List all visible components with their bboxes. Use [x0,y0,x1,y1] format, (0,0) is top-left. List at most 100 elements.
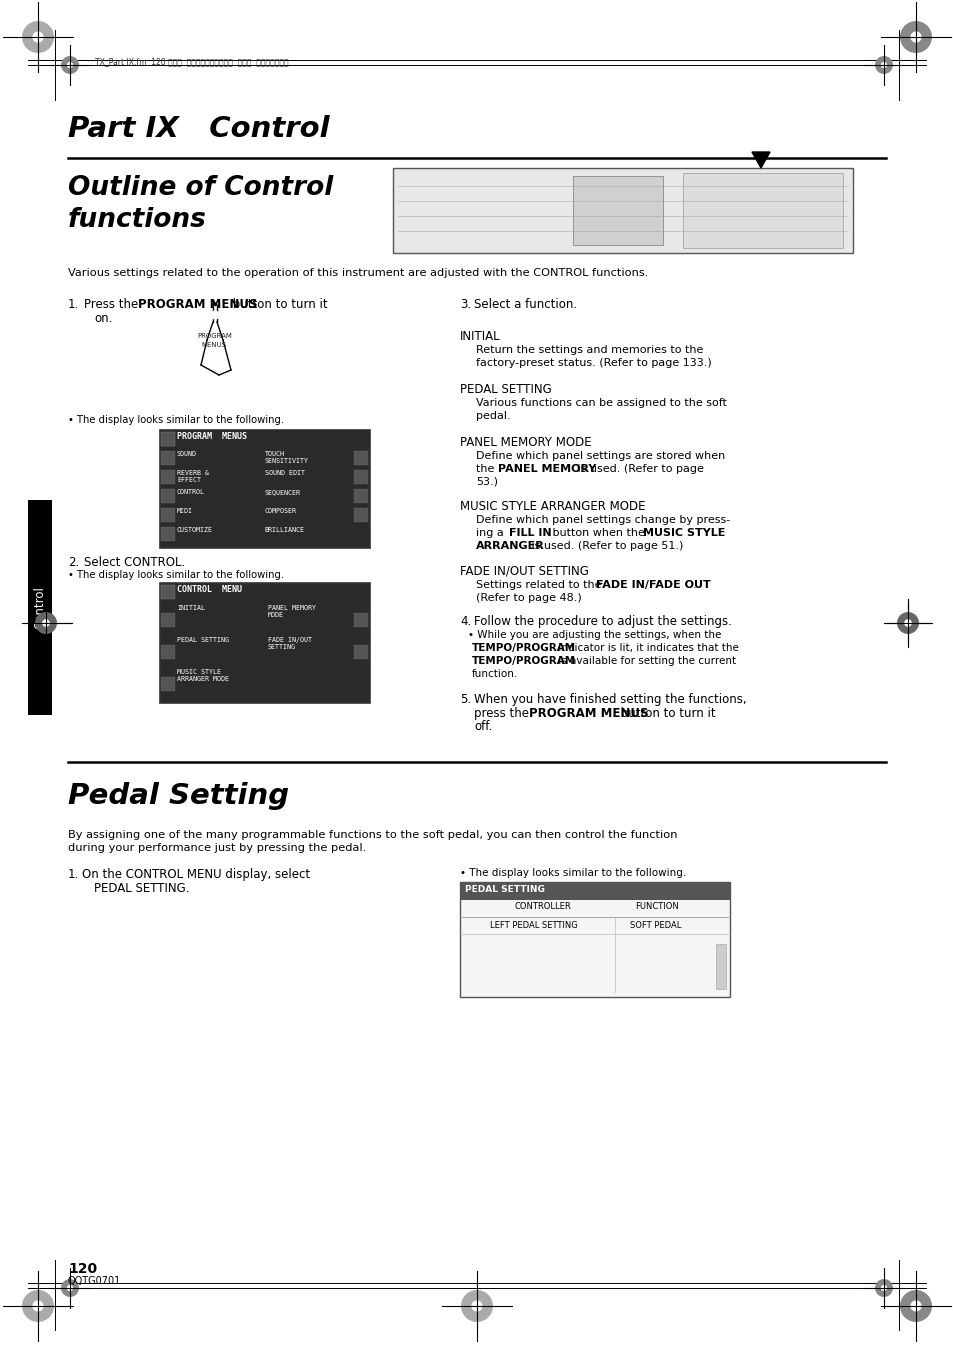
Text: • The display looks similar to the following.: • The display looks similar to the follo… [68,570,284,580]
Circle shape [61,55,79,74]
Bar [161,470,174,484]
Text: Control: Control [33,586,47,630]
Text: REVERB &
EFFECT: REVERB & EFFECT [177,470,209,484]
Text: PROGRAM  MENUS: PROGRAM MENUS [177,432,247,440]
Text: functions: functions [68,207,207,232]
Bar [354,470,368,484]
Text: on.: on. [94,312,112,326]
Bar [573,176,662,245]
Text: Various settings related to the operation of this instrument are adjusted with t: Various settings related to the operatio… [68,267,648,278]
Text: Follow the procedure to adjust the settings.: Follow the procedure to adjust the setti… [474,615,731,628]
Text: 53.): 53.) [476,477,497,486]
Text: BRILLIANCE: BRILLIANCE [265,527,305,534]
Text: CONTROL: CONTROL [177,489,205,494]
Circle shape [899,22,931,53]
Text: FADE IN/FADE OUT: FADE IN/FADE OUT [596,580,710,590]
Text: MIDI: MIDI [177,508,193,513]
Text: CONTROL  MENU: CONTROL MENU [177,585,242,594]
Text: CUSTOMIZE: CUSTOMIZE [177,527,213,534]
Circle shape [460,1290,493,1323]
Text: during your performance just by pressing the pedal.: during your performance just by pressing… [68,843,366,852]
Text: ing a: ing a [476,528,507,538]
Bar [161,644,174,659]
Text: PEDAL SETTING: PEDAL SETTING [464,885,544,894]
Circle shape [32,31,44,43]
Circle shape [903,619,911,627]
Circle shape [880,1285,886,1292]
Bar [716,944,725,989]
Bar [28,500,52,715]
Text: LEFT PEDAL SETTING: LEFT PEDAL SETTING [490,921,578,929]
Bar [161,451,174,465]
Bar [354,644,368,659]
Polygon shape [751,153,769,168]
Bar [161,677,174,690]
Text: FUNCTION: FUNCTION [635,902,678,911]
Bar [161,527,174,540]
Text: TEMPO/PROGRAM: TEMPO/PROGRAM [472,657,576,666]
Text: PANEL MEMORY: PANEL MEMORY [497,463,596,474]
Bar [682,173,842,249]
Text: PEDAL SETTING.: PEDAL SETTING. [94,882,190,894]
Text: Settings related to the: Settings related to the [476,580,604,590]
Text: SOFT PEDAL: SOFT PEDAL [629,921,680,929]
Text: TX_Part IX.fm  120 ページ  ２００３年５月２０日  火曜日  午後５時２６分: TX_Part IX.fm 120 ページ ２００３年５月２０日 火曜日 午後５… [95,58,289,66]
Text: INITIAL: INITIAL [177,605,205,611]
Bar [160,430,370,549]
Text: PANEL MEMORY MODE: PANEL MEMORY MODE [459,436,591,449]
Text: Part IX   Control: Part IX Control [68,115,330,143]
Text: SOUND: SOUND [177,451,196,457]
Text: PROGRAM MENUS: PROGRAM MENUS [529,707,648,720]
Text: indicator is lit, it indicates that the: indicator is lit, it indicates that the [555,643,739,653]
Text: 4.: 4. [459,615,471,628]
Text: FADE IN/OUT SETTING: FADE IN/OUT SETTING [459,565,588,578]
Text: 3.: 3. [459,299,471,311]
Text: press the: press the [474,707,532,720]
Text: (Refer to page 48.): (Refer to page 48.) [476,593,581,603]
Bar [160,584,370,703]
Text: off.: off. [474,720,492,734]
Text: TEMPO/PROGRAM: TEMPO/PROGRAM [472,643,576,653]
Text: MUSIC STYLE
ARRANGER MODE: MUSIC STYLE ARRANGER MODE [177,669,229,682]
Text: PROGRAM MENUS: PROGRAM MENUS [138,299,257,311]
Text: Select a function.: Select a function. [474,299,577,311]
Circle shape [67,62,73,68]
Text: Define which panel settings change by press-: Define which panel settings change by pr… [476,515,729,526]
Text: .: . [692,580,696,590]
Text: PROGRAM: PROGRAM [196,332,232,339]
Circle shape [874,55,892,74]
Text: button to turn it: button to turn it [229,299,327,311]
Text: COMPOSER: COMPOSER [265,508,296,513]
Circle shape [61,1279,79,1297]
Bar [160,430,370,449]
Bar [161,432,174,446]
Bar [354,489,368,503]
Text: is used. (Refer to page: is used. (Refer to page [574,463,703,474]
Text: 120: 120 [68,1262,97,1275]
Bar [393,168,852,253]
Bar [161,508,174,521]
Text: On the CONTROL MENU display, select: On the CONTROL MENU display, select [82,867,310,881]
Bar [354,451,368,465]
Circle shape [899,1290,931,1323]
Circle shape [211,311,219,319]
Text: pedal.: pedal. [476,411,510,422]
Circle shape [35,612,57,634]
Bar [161,613,174,627]
Text: Define which panel settings are stored when: Define which panel settings are stored w… [476,451,724,461]
Text: 2.: 2. [68,557,79,569]
Circle shape [42,619,50,627]
Text: • The display looks similar to the following.: • The display looks similar to the follo… [68,415,284,426]
Text: button to turn it: button to turn it [617,707,715,720]
Text: MUSIC STYLE: MUSIC STYLE [642,528,724,538]
Circle shape [896,612,918,634]
Text: FILL IN: FILL IN [509,528,551,538]
Text: MUSIC STYLE ARRANGER MODE: MUSIC STYLE ARRANGER MODE [459,500,645,513]
Text: 5.: 5. [459,693,471,707]
Bar [354,508,368,521]
Circle shape [909,31,921,43]
Text: SOUND EDIT: SOUND EDIT [265,470,305,476]
Text: • The display looks similar to the following.: • The display looks similar to the follo… [459,867,685,878]
Text: is available for setting the current: is available for setting the current [555,657,736,666]
Text: QQTG0701: QQTG0701 [68,1275,121,1286]
